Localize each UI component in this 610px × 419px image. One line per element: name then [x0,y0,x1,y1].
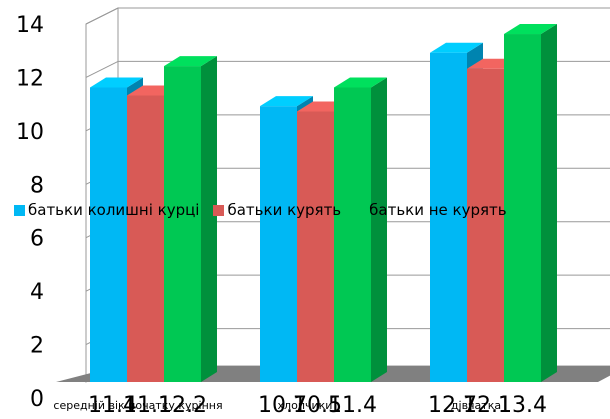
data-label: 11.1 [123,393,172,418]
gridline-side [85,60,119,78]
data-label: 11.4 [88,393,137,418]
bar-top [164,56,217,67]
y-tick-label: 12 [16,66,44,91]
x-axis: середній вік початку куріння хлопчики дівч… [53,399,501,412]
legend-swatch [14,204,25,216]
bar [90,87,127,382]
y-tick-label: 6 [30,227,44,252]
bar-top [260,96,313,107]
legend-label: батьки колишні курці [28,201,200,219]
bar [430,52,467,382]
x-category-label: дівчатка [451,399,501,412]
legend-label: батьки не курять [369,201,507,219]
y-tick-label: 10 [16,120,44,145]
legend: батьки колишні курці батьки курять батьк… [14,201,521,219]
x-category-label: середній вік початку куріння [53,399,222,412]
data-label: 10.7 [258,393,307,418]
gridline-side [85,7,119,25]
legend-item: батьки не курять [355,201,507,219]
bar-top [334,77,387,88]
y-tick-label: 8 [30,173,44,198]
data-labels: 11.411.112.2 10.710.511.4 12.712.113.4 [88,393,547,418]
bar-top [504,24,557,35]
data-label: 12.1 [463,393,512,418]
data-label: 12.2 [158,393,207,418]
legend-item: батьки курять [213,201,341,219]
legend-swatch [355,204,367,216]
bar [297,111,334,382]
bar [334,87,371,382]
bars [90,24,557,383]
bar-top [90,77,143,88]
legend-item: батьки колишні курці [14,201,199,219]
data-label: 13.4 [498,393,547,418]
bar-side [541,24,557,383]
y-axis: 0 2 4 6 8 10 12 14 [16,13,44,412]
bar [260,106,297,383]
bar [467,68,504,382]
bar [127,95,164,382]
data-label: 12.7 [428,393,477,418]
bar [164,66,201,382]
data-label: 11.4 [328,393,377,418]
y-tick-label: 0 [30,387,44,412]
bar-side [201,56,217,382]
bar-top [430,42,483,53]
data-label: 10.5 [293,393,342,418]
bar-side [371,77,387,382]
bar [504,34,541,383]
x-category-label: хлопчики [278,399,333,412]
legend-swatch [213,204,225,216]
legend-label: батьки курять [227,201,342,219]
y-tick-label: 2 [30,334,44,359]
y-tick-label: 4 [30,280,44,305]
y-tick-label: 14 [16,13,44,38]
